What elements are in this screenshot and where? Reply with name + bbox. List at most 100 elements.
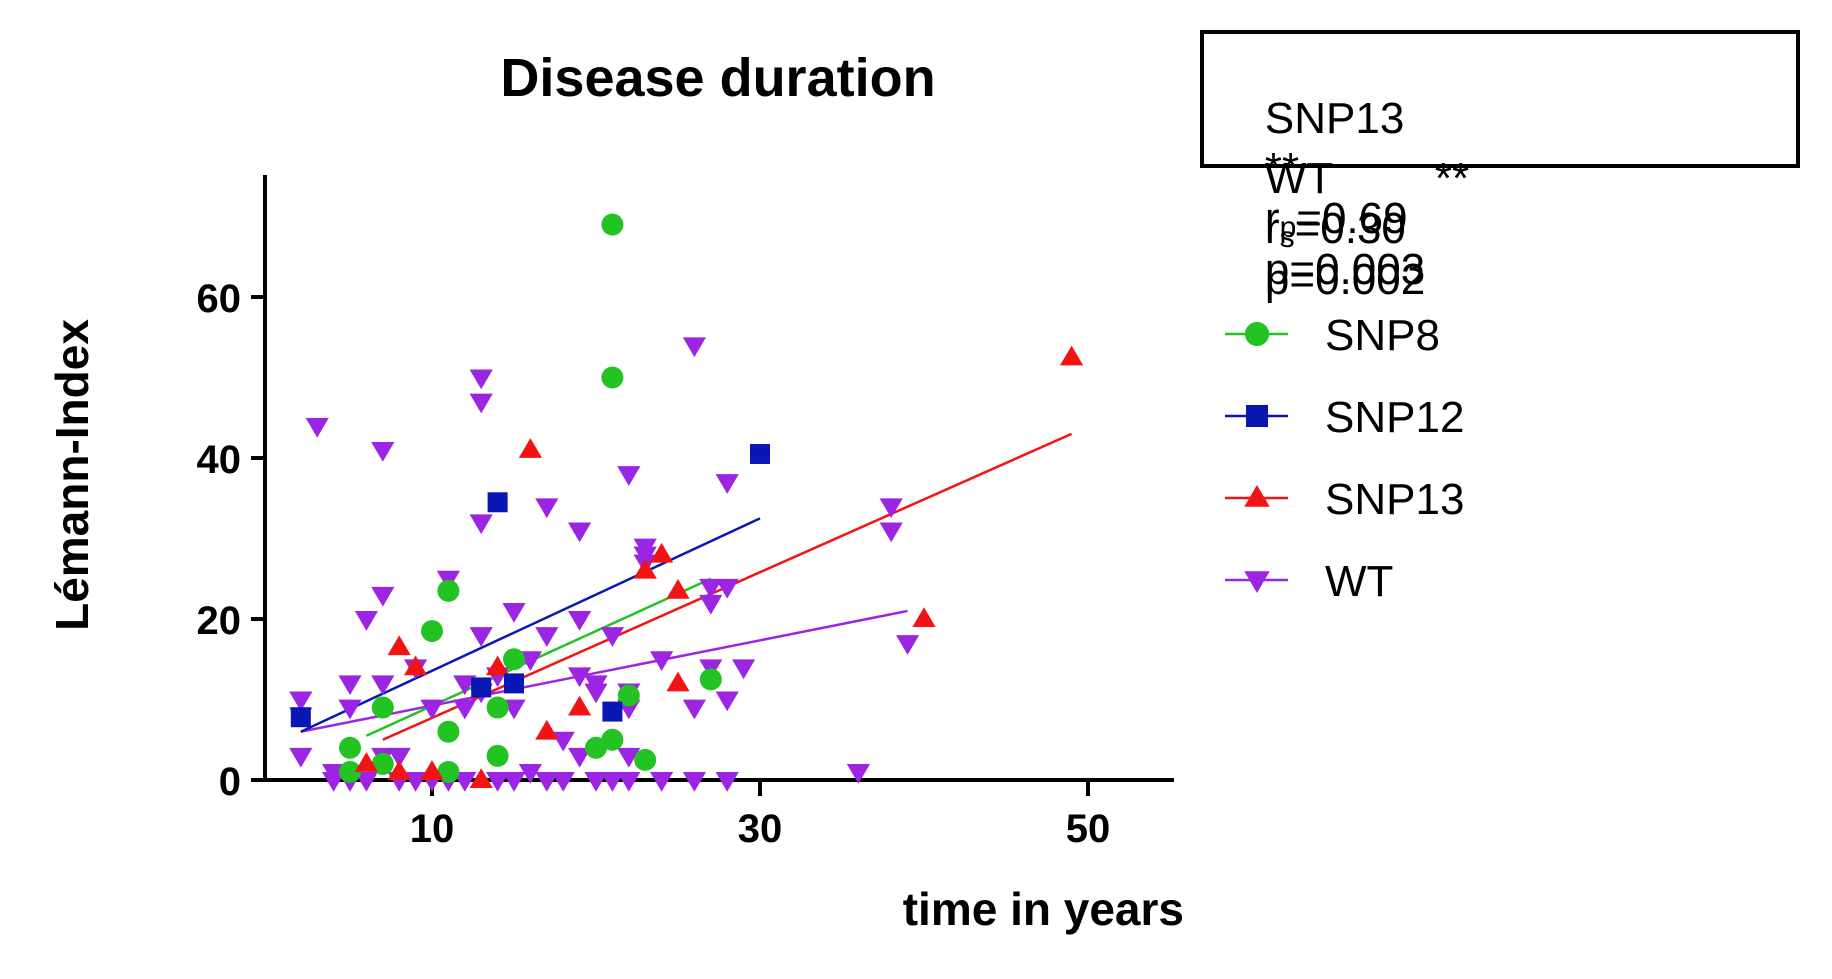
data-point-wt: [732, 659, 756, 680]
data-point-wt: [715, 772, 739, 792]
data-point-wt: [338, 699, 362, 720]
data-point-wt: [518, 651, 542, 672]
data-point-wt: [535, 498, 559, 519]
data-point-snp13: [535, 719, 559, 740]
data-point-snp8: [634, 748, 657, 771]
data-point-wt: [568, 747, 592, 768]
data-point-wt: [535, 772, 559, 792]
legend-marker: [1244, 485, 1270, 507]
data-point-snp8: [503, 648, 525, 671]
data-point-snp8: [421, 620, 443, 643]
fit-line-snp12: [300, 517, 761, 733]
y-tick-label: 20: [197, 599, 242, 643]
data-point-wt: [584, 683, 608, 704]
data-point-wt: [305, 417, 329, 438]
y-axis-label: Lémann-Index: [46, 319, 98, 631]
data-point-wt: [469, 514, 493, 535]
data-point-wt: [502, 772, 526, 792]
data-point-snp12: [602, 701, 623, 722]
data-point-wt: [469, 369, 493, 390]
legend: SNP8 SNP12 SNP13 WT: [1225, 311, 1464, 606]
data-point-wt: [715, 474, 739, 494]
data-point-snp13: [387, 635, 411, 656]
data-point-wt: [682, 772, 706, 792]
legend-label: WT: [1325, 557, 1393, 606]
legend-label: SNP12: [1325, 393, 1464, 442]
data-point-snp8: [371, 696, 394, 719]
y-tick-label: 40: [197, 438, 242, 482]
data-point-wt: [387, 747, 411, 768]
data-point-snp13: [518, 438, 542, 458]
fit-line-snp8: [365, 577, 712, 737]
data-point-snp8: [339, 760, 361, 783]
data-point-snp8: [339, 736, 361, 759]
data-point-wt: [617, 466, 641, 486]
data-point-snp8: [371, 752, 394, 775]
data-point-wt: [600, 772, 624, 792]
stats-line-wt: WT ** rs=0.30 p=0.002: [1216, 104, 1469, 355]
data-point-wt: [469, 627, 493, 647]
data-point-snp8: [585, 736, 607, 759]
data-point-wt: [453, 699, 477, 720]
data-point-wt: [584, 772, 608, 792]
data-point-wt: [404, 772, 428, 792]
data-point-wt: [453, 675, 477, 696]
data-point-wt: [617, 772, 641, 792]
data-point-wt: [617, 747, 641, 768]
data-point-snp8: [437, 579, 460, 602]
data-point-wt: [371, 441, 395, 462]
data-point-wt: [551, 731, 575, 752]
data-point-wt: [502, 699, 526, 720]
data-point-snp12: [487, 492, 508, 513]
stats-r-value: =0.69: [1296, 194, 1408, 243]
data-point-wt: [354, 772, 378, 792]
data-point-snp13: [666, 671, 690, 692]
data-point-snp8: [601, 366, 624, 389]
data-point-snp8: [486, 696, 509, 719]
data-point-wt: [469, 393, 493, 414]
y-tick-label: 0: [219, 760, 241, 804]
data-point-wt: [354, 611, 378, 631]
data-point-wt: [289, 747, 313, 768]
stats-p-value: p=0.002: [1264, 255, 1426, 304]
data-point-wt: [551, 772, 575, 792]
stats-stars: **: [1264, 144, 1300, 193]
x-tick-label: 10: [410, 807, 455, 851]
chart-title: Disease duration: [500, 48, 935, 108]
data-point-wt: [715, 691, 739, 712]
data-point-wt: [568, 522, 592, 543]
data-point-snp12: [504, 673, 524, 694]
data-point-snp13: [420, 760, 444, 780]
data-point-snp13: [469, 768, 493, 788]
data-points: [289, 213, 1084, 792]
data-point-snp8: [617, 684, 640, 707]
data-point-snp13: [404, 655, 428, 676]
data-point-wt: [650, 651, 674, 672]
data-point-snp13: [650, 542, 674, 563]
legend-marker: [1244, 571, 1270, 593]
data-point-snp13: [633, 558, 657, 579]
data-point-snp8: [601, 213, 624, 236]
data-point-wt: [699, 594, 723, 615]
x-axis-label: time in years: [903, 883, 1184, 935]
data-point-wt: [420, 699, 444, 720]
data-point-wt: [338, 675, 362, 696]
legend-label: SNP8: [1325, 311, 1440, 360]
data-point-wt: [322, 772, 346, 792]
data-point-wt: [600, 627, 624, 647]
data-point-snp8: [601, 728, 624, 751]
data-point-snp13: [486, 655, 510, 676]
x-tick-label: 30: [738, 807, 783, 851]
stats-box: SNP13 ** rp=0.69 p=0.003 WT ** rs=0.30 p=…: [1200, 30, 1800, 304]
data-point-wt: [879, 522, 903, 543]
data-point-snp13: [568, 695, 592, 716]
fit-lines: [300, 432, 1073, 741]
legend-marker: [1244, 321, 1270, 347]
data-point-wt: [289, 691, 313, 712]
data-point-wt: [896, 635, 920, 655]
x-tick-label: 50: [1066, 807, 1111, 851]
data-point-snp8: [699, 668, 722, 691]
data-point-wt: [486, 772, 510, 792]
data-point-snp12: [750, 443, 770, 464]
